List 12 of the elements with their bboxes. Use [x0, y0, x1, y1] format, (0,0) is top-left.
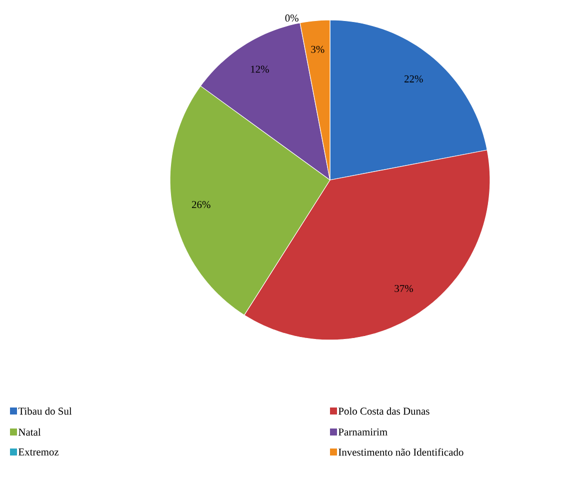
data-label: 26%	[192, 201, 210, 208]
legend-label: Parnamirim	[338, 428, 388, 436]
data-label: 22%	[404, 75, 423, 82]
text: 0%	[285, 14, 298, 22]
legend-label: Investimento não Identificado	[338, 448, 464, 456]
legend-label: Tibau do Sul	[18, 407, 72, 415]
data-label: 12%	[251, 66, 269, 73]
data-label: 3%	[311, 46, 324, 53]
legend-label: Natal	[18, 428, 41, 436]
data-label: 37%	[394, 284, 413, 292]
legend-label: Extremoz	[18, 448, 59, 456]
legend-label: Polo Costa das Dunas	[338, 407, 430, 415]
